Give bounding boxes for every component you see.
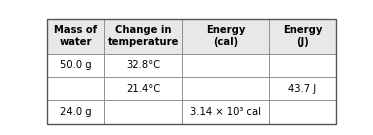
Bar xyxy=(182,100,269,124)
Bar xyxy=(104,19,182,54)
Bar xyxy=(104,100,182,124)
Bar xyxy=(269,100,336,124)
Bar xyxy=(104,54,182,77)
Bar xyxy=(182,19,269,54)
Bar xyxy=(269,54,336,77)
Text: 32.8°C: 32.8°C xyxy=(126,60,160,70)
Text: 21.4°C: 21.4°C xyxy=(126,84,161,94)
Bar xyxy=(47,77,104,100)
Bar xyxy=(182,77,269,100)
Text: 3.14 × 10³ cal: 3.14 × 10³ cal xyxy=(190,107,261,117)
Bar xyxy=(269,77,336,100)
Text: 24.0 g: 24.0 g xyxy=(60,107,91,117)
Bar xyxy=(47,54,104,77)
Bar xyxy=(269,19,336,54)
Text: Mass of
water: Mass of water xyxy=(54,26,97,48)
Text: 50.0 g: 50.0 g xyxy=(60,60,91,70)
Bar xyxy=(47,19,104,54)
Bar xyxy=(104,77,182,100)
Text: Energy
(cal): Energy (cal) xyxy=(206,26,245,48)
Text: Energy
(J): Energy (J) xyxy=(283,26,322,48)
Bar xyxy=(182,54,269,77)
Bar xyxy=(47,100,104,124)
Text: 43.7 J: 43.7 J xyxy=(288,84,317,94)
Text: Change in
temperature: Change in temperature xyxy=(108,26,179,48)
